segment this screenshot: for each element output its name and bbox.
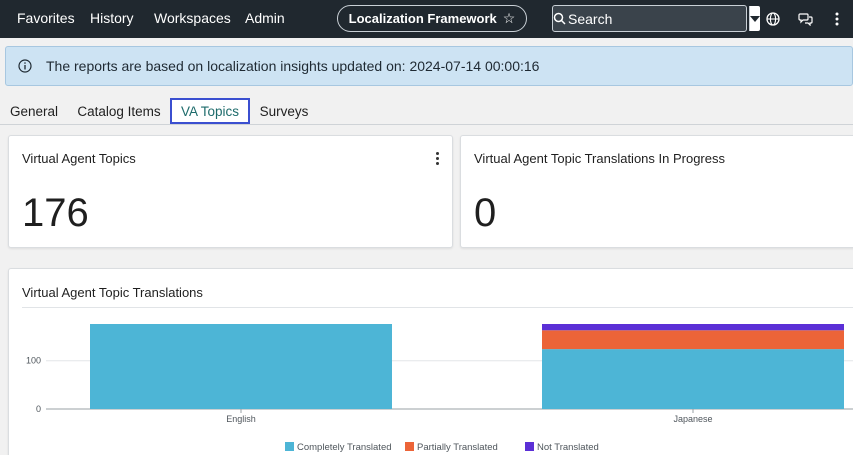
search-icon <box>553 6 566 31</box>
bar-segment <box>542 324 844 331</box>
legend-swatch <box>405 442 414 451</box>
card-topic-translations-chart: Virtual Agent Topic Translations 0 100 Eng… <box>8 268 853 455</box>
card-title: Virtual Agent Topic Translations In Prog… <box>474 151 725 166</box>
app-title-pill[interactable]: Localization Framework ☆ <box>337 5 527 32</box>
legend-label: Partially Translated <box>417 442 498 453</box>
more-vertical-icon[interactable] <box>828 10 846 28</box>
card-virtual-agent-topics: Virtual Agent Topics 176 <box>8 135 453 248</box>
nav-favorites[interactable]: Favorites <box>17 10 75 26</box>
nav-admin[interactable]: Admin <box>245 10 285 26</box>
globe-icon[interactable] <box>764 10 782 28</box>
nav-history[interactable]: History <box>90 10 134 26</box>
card-title: Virtual Agent Topic Translations <box>22 285 203 300</box>
chat-icon[interactable] <box>796 10 814 28</box>
banner-text: The reports are based on localization in… <box>46 58 540 74</box>
legend-label: Completely Translated <box>297 442 392 453</box>
y-tick-label: 0 <box>36 404 41 414</box>
more-vertical-icon[interactable] <box>430 150 444 166</box>
star-icon[interactable]: ☆ <box>502 10 516 26</box>
x-tick-label: Japanese <box>673 414 712 424</box>
card-title: Virtual Agent Topics <box>22 151 136 166</box>
legend-label: Not Translated <box>537 442 599 453</box>
global-search <box>552 5 760 32</box>
chevron-down-icon[interactable] <box>749 6 760 31</box>
tab-va-topics[interactable]: VA Topics <box>170 98 250 124</box>
tab-general[interactable]: General <box>9 103 59 119</box>
card-divider <box>22 307 853 308</box>
stacked-bar-chart: 0 100 English Japanese Completely Translated… <box>26 324 853 453</box>
card-translations-in-progress: Virtual Agent Topic Translations In Prog… <box>460 135 853 248</box>
tab-catalog-items[interactable]: Catalog Items <box>77 103 161 119</box>
info-icon <box>18 59 36 73</box>
bar-segment <box>542 349 844 409</box>
legend-swatch <box>285 442 294 451</box>
top-navigation: Favorites History Workspaces Admin Local… <box>0 0 853 38</box>
metric-value: 0 <box>474 191 497 235</box>
metric-value: 176 <box>22 191 89 235</box>
bar-segment <box>90 324 392 409</box>
y-tick-label: 100 <box>26 356 41 366</box>
tab-bar: General Catalog Items VA Topics Surveys <box>0 98 853 125</box>
app-title: Localization Framework <box>348 11 497 26</box>
bar-segment <box>542 330 844 350</box>
search-input[interactable] <box>566 6 749 31</box>
tab-surveys[interactable]: Surveys <box>259 103 309 119</box>
info-banner: The reports are based on localization in… <box>5 46 853 86</box>
legend-swatch <box>525 442 534 451</box>
x-tick-label: English <box>226 414 256 424</box>
nav-workspaces[interactable]: Workspaces <box>154 10 231 26</box>
